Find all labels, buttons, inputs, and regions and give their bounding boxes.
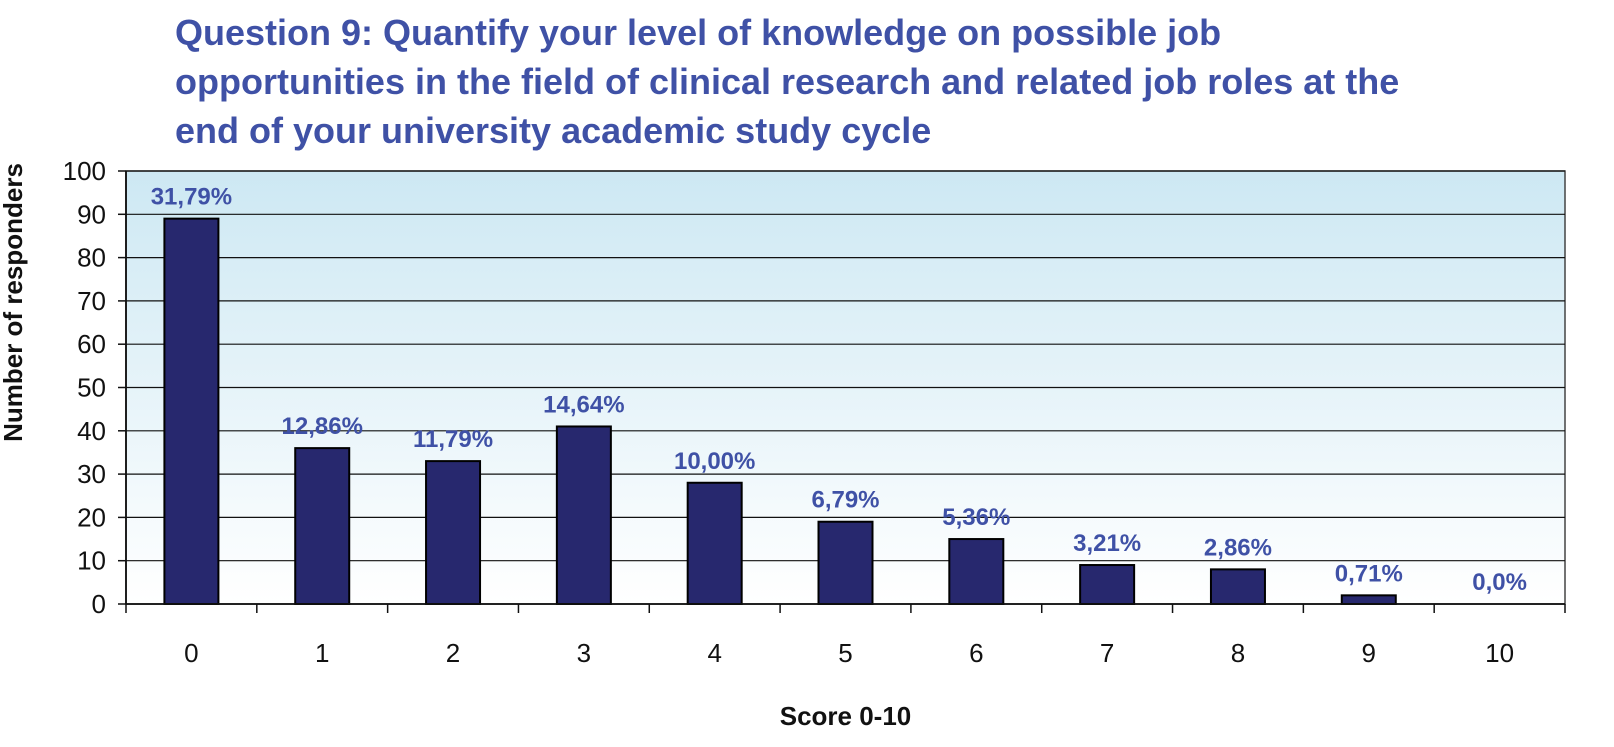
y-tick-label: 10 [77, 546, 106, 576]
data-labels: 31,79% 12,86% 11,79% 14,64% 10,00% 6,79% 5,36%… [151, 184, 1527, 596]
y-tick-label: 70 [77, 286, 106, 316]
bar-8 [1209, 568, 1266, 605]
chart-title-line-1: Question 9: Quantify your level of knowl… [175, 12, 1222, 53]
bar-7 [1079, 564, 1136, 606]
data-label: 6,79% [811, 487, 879, 514]
y-tick-label: 90 [77, 199, 106, 229]
x-tick-label: 6 [969, 638, 983, 668]
data-label: 0,71% [1335, 560, 1403, 587]
data-label: 11,79% [413, 426, 493, 453]
data-label: 0,0% [1472, 569, 1527, 596]
x-axis-title: Score 0-10 [780, 701, 912, 731]
y-axis-title: Number of responders [0, 163, 28, 442]
bar-1 [294, 447, 351, 605]
axes: 0 10 20 30 40 50 60 70 80 90 100 0 1 2 3 4 5 6 7 8 9 10 [63, 156, 1566, 668]
y-tick-label: 30 [77, 459, 106, 489]
data-label: 12,86% [282, 413, 363, 440]
data-label: 14,64% [543, 391, 624, 418]
x-tick-label: 2 [446, 638, 460, 668]
x-tick-label: 3 [577, 638, 591, 668]
y-tick-label: 20 [77, 502, 106, 532]
x-tick-label: 10 [1485, 638, 1514, 668]
x-tick-label: 0 [184, 638, 198, 668]
x-tick-label: 1 [315, 638, 329, 668]
y-tick-label: 80 [77, 243, 106, 273]
data-label: 10,00% [674, 448, 755, 475]
chart-title-line-3: end of your university academic study cy… [175, 110, 932, 151]
bar-2 [425, 460, 482, 605]
bar-5 [817, 520, 874, 605]
y-tick-label: 50 [77, 373, 106, 403]
y-tick-label: 40 [77, 416, 106, 446]
y-tick-label: 0 [92, 589, 106, 619]
bar-9 [1340, 594, 1397, 606]
x-tick-label: 9 [1362, 638, 1376, 668]
data-label: 31,79% [151, 184, 232, 211]
x-tick-label: 8 [1231, 638, 1245, 668]
y-tick-label: 60 [77, 329, 106, 359]
chart-title-line-2: opportunities in the field of clinical r… [175, 61, 1400, 102]
bar-0 [163, 217, 220, 605]
x-tick-label: 4 [707, 638, 721, 668]
data-label: 2,86% [1204, 534, 1272, 561]
data-label: 3,21% [1073, 530, 1141, 557]
x-tick-label: 5 [838, 638, 852, 668]
bar-6 [948, 538, 1005, 605]
data-label: 5,36% [942, 504, 1010, 531]
y-tick-label: 100 [63, 156, 106, 186]
bars [163, 217, 1397, 606]
bar-4 [686, 481, 743, 606]
bar-3 [555, 425, 612, 605]
chart-title: Question 9: Quantify your level of knowl… [175, 8, 1575, 155]
x-tick-label: 7 [1100, 638, 1114, 668]
